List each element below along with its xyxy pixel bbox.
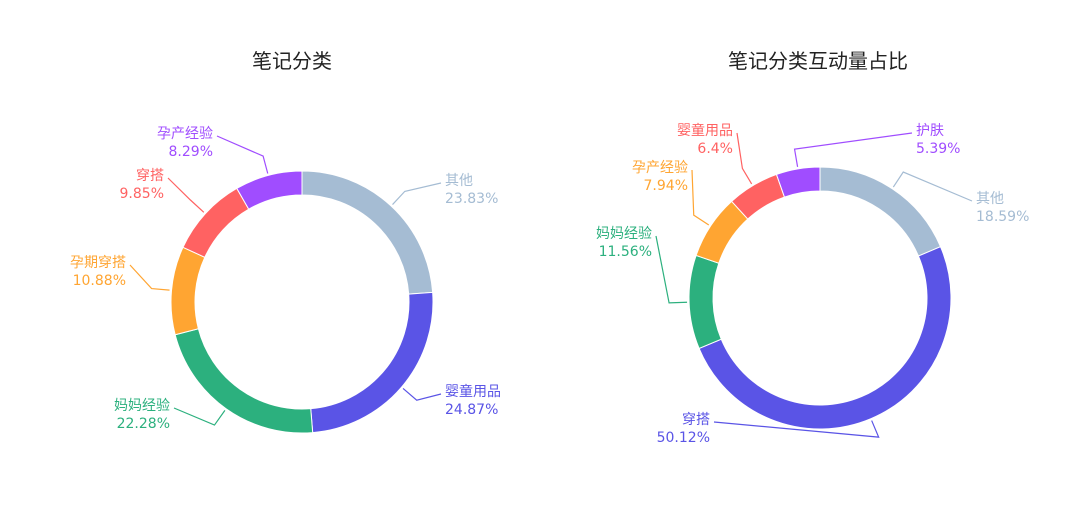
chart-title: 笔记分类 [252, 49, 332, 73]
donut-slice [310, 291, 434, 434]
donut-chart-interaction-share: 笔记分类互动量占比 其他 18.59% 穿搭 50.12% 妈妈经验 11.56% 孕产经验… [596, 49, 1029, 446]
slice-value-label: 7.94% [644, 178, 688, 194]
leader-line [216, 135, 269, 174]
slice-value-label: 9.85% [120, 186, 164, 202]
chart-title: 笔记分类互动量占比 [728, 49, 908, 73]
slice-label--: 其他 [976, 191, 1004, 207]
leader-lines [655, 132, 973, 438]
leader-lines [129, 135, 442, 426]
slice-label--: 孕期穿搭 [70, 255, 126, 271]
slice-label--: 孕产经验 [157, 126, 213, 142]
slice-value-label: 6.4% [697, 141, 733, 157]
slice-label--: 穿搭 [682, 412, 710, 428]
leader-line [691, 169, 710, 226]
slice-label--: 婴童用品 [677, 122, 733, 139]
slice-value-label: 10.88% [73, 273, 126, 289]
leader-line [713, 420, 880, 438]
slice-label--: 孕产经验 [632, 160, 688, 176]
slice-value-label: 8.29% [169, 144, 213, 160]
slice-label--: 婴童用品 [445, 383, 501, 400]
slice-label--: 穿搭 [136, 168, 164, 184]
slice-value-label: 23.83% [445, 191, 498, 207]
donut-slice [688, 254, 722, 350]
donut-slice [236, 170, 303, 210]
leader-line [793, 132, 913, 168]
donut-slice [698, 245, 952, 430]
slice-value-label: 24.87% [445, 402, 498, 418]
leader-line [167, 177, 205, 213]
slice-value-label: 5.39% [916, 141, 960, 157]
leader-line [129, 264, 170, 291]
donut-slice [182, 187, 250, 258]
slice-label--: 其他 [445, 173, 473, 189]
slice-value-label: 18.59% [976, 209, 1029, 225]
slices [688, 166, 952, 430]
slice-value-label: 11.56% [599, 244, 652, 260]
donut-chart-note-categories: 笔记分类 其他 23.83% 婴童用品 24.87% 妈妈经验 22.28% 孕期穿搭 10.… [70, 49, 501, 434]
donut-slice [170, 246, 206, 336]
slice-label--: 妈妈经验 [114, 398, 170, 414]
donut-slice [775, 166, 821, 198]
slice-label--: 护肤 [916, 123, 944, 139]
slice-value-label: 50.12% [657, 430, 710, 446]
slices [170, 170, 434, 434]
slice-labels: 其他 23.83% 婴童用品 24.87% 妈妈经验 22.28% 孕期穿搭 10.88% 穿搭… [70, 126, 501, 432]
leader-line [736, 132, 753, 185]
leader-line [402, 388, 442, 401]
slice-labels: 其他 18.59% 穿搭 50.12% 妈妈经验 11.56% 孕产经验 7.94% 婴童用品 6… [596, 122, 1029, 446]
leader-line [173, 407, 226, 426]
leader-line [892, 171, 973, 202]
slice-label--: 妈妈经验 [596, 226, 652, 242]
leader-line [392, 182, 442, 205]
slice-value-label: 22.28% [117, 416, 170, 432]
leader-line [655, 235, 688, 304]
